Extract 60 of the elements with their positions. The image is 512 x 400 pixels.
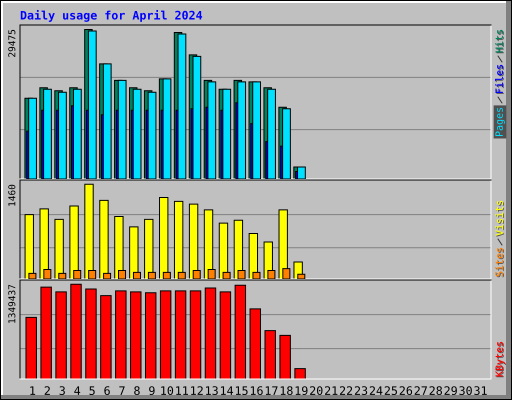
x-tick-label: 10 bbox=[161, 386, 174, 396]
bar bbox=[234, 284, 246, 379]
text: 1460 bbox=[8, 184, 16, 206]
bar bbox=[220, 291, 232, 379]
x-tick-label: 22 bbox=[340, 386, 352, 395]
text: 1349437 bbox=[8, 284, 16, 323]
x-tick-label: 2 bbox=[44, 386, 50, 395]
text: 29475 bbox=[8, 30, 16, 57]
x-tick-label: 14 bbox=[220, 386, 234, 395]
x-tick-label: 1 bbox=[30, 386, 36, 395]
x-tick-label: 11 bbox=[176, 386, 188, 395]
x-tick-label: 23 bbox=[354, 386, 368, 396]
bar bbox=[264, 330, 276, 379]
x-tick-label: 15 bbox=[236, 386, 248, 396]
bar bbox=[160, 290, 172, 379]
x-tick-label: 8 bbox=[134, 386, 140, 396]
bar bbox=[130, 291, 142, 379]
x-tick-label: 31 bbox=[474, 386, 487, 396]
x-tick-label: 7 bbox=[119, 386, 125, 395]
x-tick-label: 28 bbox=[430, 386, 442, 396]
bar bbox=[279, 334, 291, 379]
bar bbox=[190, 290, 202, 379]
bar bbox=[115, 290, 127, 379]
bar bbox=[174, 290, 186, 379]
text: Pages bbox=[495, 108, 505, 136]
text: KBytes bbox=[495, 342, 506, 378]
bar bbox=[294, 368, 306, 379]
chart-title: Daily usage for April 2024 bbox=[20, 10, 202, 22]
text: Hits bbox=[495, 30, 504, 54]
bar bbox=[144, 292, 156, 379]
x-tick-label: 13 bbox=[206, 386, 218, 396]
bar bbox=[25, 316, 37, 379]
x-tick-label: 18 bbox=[280, 386, 293, 396]
x-tick-label: 12 bbox=[191, 386, 203, 395]
x-tick-label: 19 bbox=[296, 386, 308, 396]
x-tick-label: 3 bbox=[60, 386, 65, 396]
x-tick-label: 16 bbox=[250, 386, 263, 396]
x-tick-label: 9 bbox=[149, 386, 155, 396]
bar bbox=[250, 308, 262, 379]
x-tick-label: 21 bbox=[325, 386, 338, 395]
bar bbox=[40, 286, 52, 379]
bar bbox=[70, 284, 82, 379]
x-tick-label: 6 bbox=[104, 386, 110, 396]
x-tick-label: 5 bbox=[89, 386, 95, 396]
x-tick-label: 17 bbox=[266, 386, 278, 395]
bar bbox=[100, 295, 112, 379]
x-tick-label: 25 bbox=[384, 386, 398, 396]
x-tick-label: 24 bbox=[370, 386, 382, 395]
x-tick-label: 20 bbox=[310, 386, 322, 396]
x-tick-label: 26 bbox=[400, 386, 412, 396]
x-tick-label: 30 bbox=[459, 386, 472, 396]
text: Sites bbox=[495, 248, 504, 278]
x-tick-label: 4 bbox=[74, 386, 80, 395]
x-tick-label: 29 bbox=[444, 386, 457, 396]
text: Visits bbox=[495, 200, 504, 237]
bar bbox=[55, 291, 67, 379]
bar bbox=[204, 288, 216, 379]
x-tick-label: 27 bbox=[414, 386, 427, 395]
bar bbox=[85, 288, 97, 379]
text: Files bbox=[495, 64, 504, 94]
